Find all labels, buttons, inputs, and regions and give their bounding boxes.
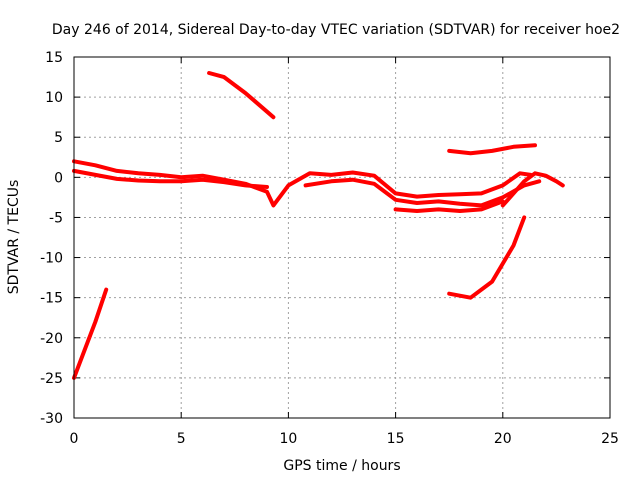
x-tick-label: 10 [279,431,297,447]
y-tick-label: -10 [40,251,63,267]
grid-lines [74,57,610,418]
chart-title: Day 246 of 2014, Sidereal Day-to-day VTE… [52,22,620,38]
x-tick-label: 25 [601,431,619,447]
y-tick-label: -30 [40,411,63,427]
x-tick-labels: 0 5 10 15 20 25 [70,431,619,447]
series-arc-6 [393,199,505,213]
y-tick-label: -5 [49,210,63,226]
y-tick-label: -25 [40,371,63,387]
series-arc-7 [447,143,537,156]
series-arc-1 [72,287,109,380]
series-arc-8 [447,215,527,300]
y-tick-labels: -30 -25 -20 -15 -10 -5 0 5 10 15 [40,50,63,427]
y-tick-label: 0 [54,170,63,186]
y-tick-label: 15 [45,50,63,66]
series-arc-3 [72,159,533,208]
y-tick-label: 5 [54,130,63,146]
series-arc-2 [207,71,276,120]
x-tick-label: 5 [177,431,186,447]
plot-frame [73,56,611,419]
x-tick-label: 15 [387,431,405,447]
y-tick-label: -20 [40,331,63,347]
series-arc-9 [500,171,565,208]
axis-ticks [73,56,611,419]
y-tick-label: 10 [45,90,63,106]
y-tick-label: -15 [40,291,63,307]
y-axis-label: SDTVAR / TECUs [6,180,22,295]
x-tick-label: 20 [494,431,512,447]
x-tick-label: 0 [70,431,79,447]
series-arc-4 [72,168,269,189]
series-arc-5 [303,177,542,208]
x-axis-label: GPS time / hours [283,458,400,474]
data-series [72,71,565,380]
